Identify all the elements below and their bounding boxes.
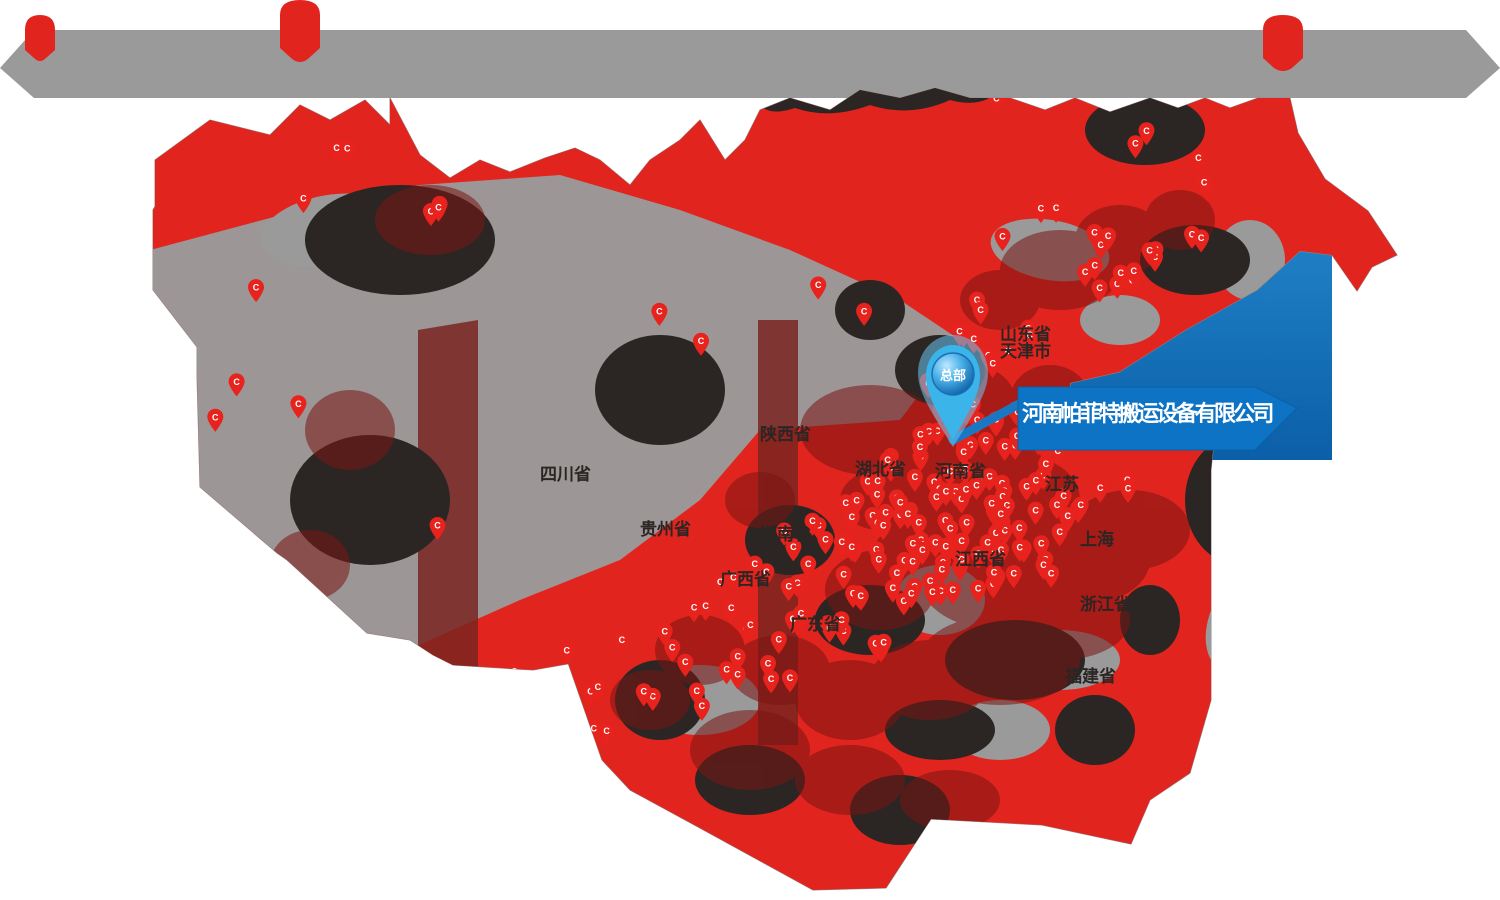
svg-text:贵州省: 贵州省 [640, 519, 691, 539]
svg-text:江西省: 江西省 [955, 549, 1006, 569]
svg-text:总部: 总部 [940, 368, 966, 383]
svg-text:湖北省: 湖北省 [855, 459, 906, 479]
svg-text:河南省: 河南省 [935, 461, 986, 481]
svg-text:山东省: 山东省 [1000, 324, 1051, 344]
svg-text:福建省: 福建省 [1064, 666, 1116, 686]
svg-text:广西省: 广西省 [720, 569, 771, 589]
svg-text:河南帕菲特搬运设备有限公司: 河南帕菲特搬运设备有限公司 [1022, 401, 1272, 426]
svg-text:上海: 上海 [1080, 529, 1114, 549]
svg-text:江苏: 江苏 [1045, 474, 1079, 494]
svg-text:广东省: 广东省 [790, 614, 841, 634]
svg-text:湖南省: 湖南省 [760, 524, 811, 544]
svg-text:陕西省: 陕西省 [760, 424, 811, 444]
svg-text:四川省: 四川省 [540, 464, 591, 484]
svg-text:天津市: 天津市 [1000, 341, 1051, 361]
svg-text:浙江省: 浙江省 [1080, 594, 1131, 614]
